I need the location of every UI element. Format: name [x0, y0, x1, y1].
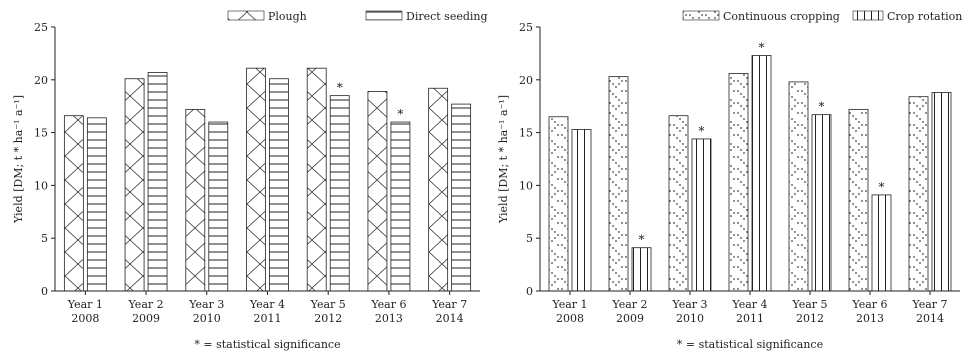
bar-plough: [367, 91, 388, 292]
chart-panel-1: 0 5 10 15 20 25 Yield [DM; t * ha⁻¹ a⁻¹] Year 1…: [12, 10, 488, 351]
x-tick-label: Year 2 2009: [611, 298, 647, 325]
legend-label: Plough: [268, 10, 307, 23]
bar-direct-seeding: [269, 78, 289, 292]
y-tick-label: 10: [519, 179, 533, 192]
bar-continuous-cropping: [848, 108, 869, 292]
bar-crop-rotation: [571, 129, 592, 292]
y-tick-label: 15: [519, 127, 533, 140]
x-tick-label: Year 2 2009: [128, 298, 164, 325]
bar-direct-seeding: [329, 95, 350, 292]
x-tick-label: Year 5 2012: [791, 298, 827, 325]
y-tick-label: 0: [526, 285, 533, 298]
y-tick-label: 0: [41, 285, 48, 298]
significance-marker: *: [879, 180, 885, 194]
significance-marker: *: [819, 100, 825, 114]
bar-direct-seeding: [451, 103, 472, 292]
bar-continuous-cropping: [788, 81, 809, 292]
bar-plough: [428, 87, 449, 292]
legend-label: Direct seeding: [406, 10, 488, 23]
bar-continuous-cropping: [668, 115, 689, 292]
y-tick-label: 5: [41, 232, 48, 245]
bar-plough: [63, 115, 84, 292]
legend-label: Crop rotation: [887, 10, 962, 23]
bar-plough: [246, 67, 266, 292]
x-tick-label: Year 4 2011: [731, 298, 767, 325]
y-tick-label: 20: [519, 74, 533, 87]
bar-plough: [185, 108, 206, 292]
legend-swatch: [365, 10, 403, 21]
x-tick-label: Year 3 2010: [671, 298, 707, 325]
y-tick-label: 15: [34, 127, 48, 140]
x-tick-label: Year 6 2013: [851, 298, 887, 325]
legend-label: Continuous cropping: [723, 10, 840, 23]
y-axis-title: Yield [DM; t * ha⁻¹ a⁻¹]: [497, 95, 510, 224]
bar-crop-rotation: [871, 194, 892, 292]
x-tick-label: Year 1 2008: [551, 298, 587, 325]
legend-swatch: [852, 10, 884, 21]
bar-crop-rotation: [811, 114, 832, 292]
y-tick-label: 5: [526, 232, 533, 245]
significance-note: * = statistical significance: [194, 338, 340, 351]
significance-marker: *: [699, 124, 705, 138]
bar-crop-rotation: [631, 247, 652, 292]
bar-plough: [124, 78, 145, 292]
y-axis-title: Yield [DM; t * ha⁻¹ a⁻¹]: [12, 95, 25, 224]
y-tick-label: 25: [519, 21, 533, 34]
x-tick-label: Year 7 2014: [431, 298, 467, 325]
bar-continuous-cropping: [608, 76, 629, 292]
bar-continuous-cropping: [548, 116, 569, 292]
significance-marker: *: [397, 107, 403, 121]
legend-swatch: [227, 10, 265, 21]
x-tick-label: Year 7 2014: [911, 298, 947, 325]
significance-marker: *: [759, 41, 765, 55]
bar-direct-seeding: [86, 117, 107, 292]
significance-marker: *: [639, 233, 645, 247]
significance-marker: *: [337, 81, 343, 95]
x-tick-label: Year 6 2013: [370, 298, 406, 325]
x-tick-label: Year 4 2011: [249, 298, 285, 325]
y-tick-label: 10: [34, 179, 48, 192]
bar-direct-seeding: [390, 121, 411, 292]
chart-panel-2: 0 5 10 15 20 25 Yield [DM; t * ha⁻¹ a⁻¹] Year 1…: [497, 10, 962, 351]
y-tick-label: 20: [34, 74, 48, 87]
y-tick-label: 25: [34, 21, 48, 34]
legend-swatch: [682, 10, 720, 21]
bar-continuous-cropping: [908, 96, 929, 292]
x-tick-label: Year 3 2010: [188, 298, 224, 325]
bar-continuous-cropping: [728, 73, 749, 292]
bar-direct-seeding: [147, 72, 168, 292]
bar-crop-rotation: [691, 138, 712, 292]
x-tick-label: Year 5 2012: [310, 298, 346, 325]
significance-note: * = statistical significance: [677, 338, 823, 351]
bar-plough: [306, 67, 327, 292]
bar-crop-rotation: [931, 92, 952, 292]
x-tick-label: Year 1 2008: [67, 298, 103, 325]
bar-crop-rotation: [751, 55, 772, 292]
bar-direct-seeding: [208, 121, 229, 292]
